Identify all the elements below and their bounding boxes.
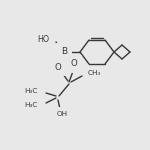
Text: H₃C: H₃C	[25, 102, 38, 108]
Text: OH: OH	[56, 111, 68, 117]
Text: H₃C: H₃C	[25, 88, 38, 94]
Text: O: O	[71, 60, 77, 69]
Text: HO: HO	[37, 34, 49, 43]
Text: O: O	[55, 63, 61, 72]
Text: CH₃: CH₃	[88, 70, 101, 76]
Text: B: B	[61, 48, 67, 57]
